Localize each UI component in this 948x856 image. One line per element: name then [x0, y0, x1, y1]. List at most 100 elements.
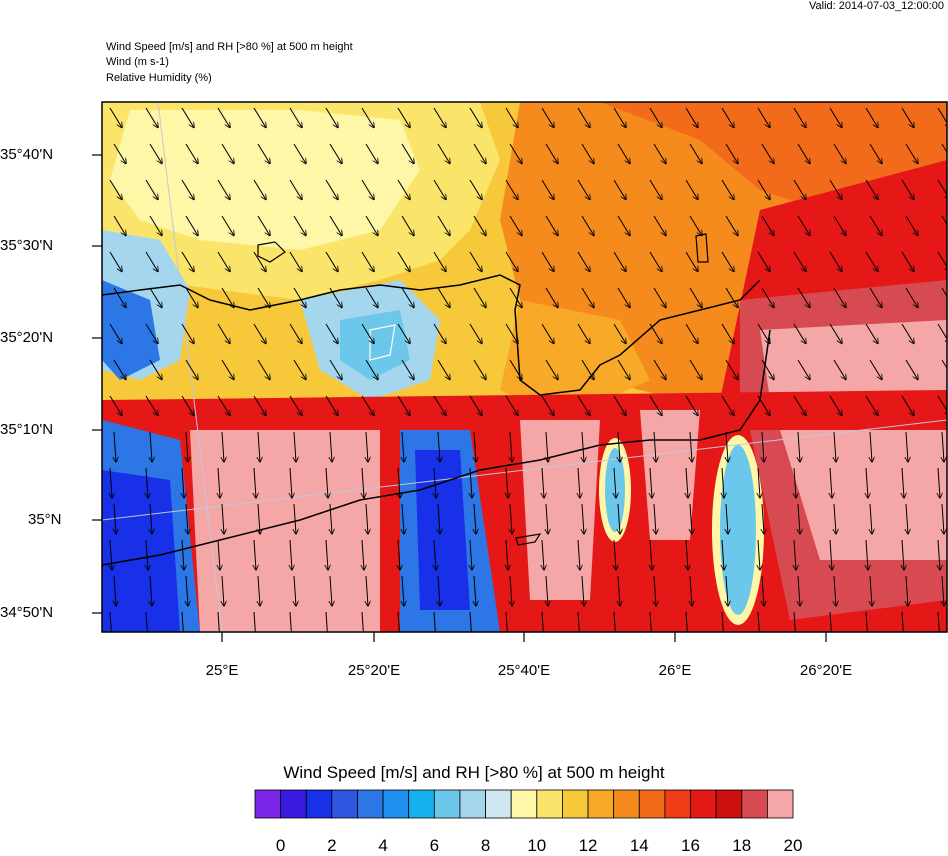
colorbar: [254, 789, 794, 819]
wind-arrow: [690, 503, 692, 534]
wind-arrow: [758, 539, 760, 570]
plot-title-line-1: Wind Speed [m/s] and RH [>80 %] at 500 m…: [106, 41, 353, 53]
wind-arrow: [725, 287, 738, 308]
wind-arrow: [294, 431, 296, 462]
wind-arrow: [869, 215, 882, 236]
field-darkblue-sw: [102, 470, 180, 632]
colorbar-swatch: [510, 789, 538, 819]
wind-arrow: [618, 503, 620, 534]
colorbar-swatch: [408, 789, 435, 819]
wind-arrow: [365, 287, 378, 308]
wind-arrow: [401, 215, 414, 236]
wind-arrow: [793, 611, 796, 632]
wind-arrow: [793, 395, 806, 416]
wind-arrow: [649, 179, 662, 200]
wind-arrow: [618, 575, 620, 606]
wind-arrow: [798, 431, 800, 462]
wind-arrow: [438, 431, 440, 462]
wind-arrow: [510, 503, 512, 534]
wind-arrow: [865, 323, 878, 344]
colorbar-swatch: [613, 789, 640, 819]
colorbar-swatch: [485, 789, 512, 819]
wind-arrow: [798, 575, 800, 606]
wind-arrow: [218, 539, 220, 570]
wind-arrow: [541, 251, 554, 272]
wind-arrow: [185, 215, 198, 236]
island-south: [515, 533, 542, 546]
wind-arrow: [469, 395, 482, 416]
colorbar-swatch: [690, 789, 717, 819]
colorbar-tick-label: 2: [327, 836, 337, 855]
wind-arrow: [685, 611, 688, 632]
wind-arrow: [829, 395, 842, 416]
wind-arrow: [397, 179, 410, 200]
wind-arrow: [901, 251, 914, 272]
field-blue-west: [102, 280, 160, 380]
wind-arrow: [289, 179, 302, 200]
field-lightyellow-north: [110, 110, 420, 250]
wind-arrow: [757, 251, 770, 272]
wind-arrow: [721, 107, 734, 128]
wind-arrow: [834, 503, 836, 534]
wind-arrow: [293, 359, 306, 380]
wind-arrow: [366, 431, 368, 462]
wind-arrow: [114, 431, 116, 462]
lon-label-25-40: 25°40'E: [497, 662, 551, 679]
wind-arrow: [901, 323, 914, 344]
lat-label-35-40: 35°40'N: [0, 146, 54, 163]
wind-arrow: [833, 287, 846, 308]
wind-arrow: [865, 179, 878, 200]
wind-arrow: [577, 611, 580, 632]
wind-arrow: [869, 143, 882, 164]
wind-arrow: [186, 503, 188, 534]
wind-arrow: [869, 287, 882, 308]
wind-arrow: [293, 143, 306, 164]
wind-arrow: [797, 359, 810, 380]
wind-arrow: [257, 143, 270, 164]
wind-arrow: [653, 143, 666, 164]
wind-arrow: [217, 107, 230, 128]
wind-arrow: [149, 287, 162, 308]
wind-arrow: [505, 395, 518, 416]
wind-arrow: [181, 611, 184, 632]
wind-arrow: [653, 215, 666, 236]
wind-arrow: [437, 143, 450, 164]
plot-title-line-2: Wind (m s-1): [106, 56, 169, 68]
wind-arrow: [258, 431, 260, 462]
wind-arrow: [254, 539, 256, 570]
wind-arrow: [649, 611, 652, 632]
wind-arrow: [253, 395, 266, 416]
wind-arrow: [545, 359, 558, 380]
wind-arrow: [253, 251, 266, 272]
wind-arrow: [222, 575, 224, 606]
wind-arrow: [290, 467, 292, 498]
wind-arrow: [398, 539, 400, 570]
wind-arrow: [293, 215, 306, 236]
colorbar-swatch: [715, 789, 743, 819]
wind-arrow: [361, 323, 374, 344]
wind-arrow: [434, 539, 436, 570]
wind-arrow: [941, 287, 947, 298]
wind-arrow: [757, 323, 770, 344]
wind-arrow: [217, 611, 220, 632]
wind-arrow: [865, 251, 878, 272]
wind-arrow: [650, 467, 652, 498]
wind-arrow: [510, 575, 512, 606]
wind-arrow: [182, 539, 184, 570]
wind-arrow: [149, 215, 162, 236]
wind-arrow: [217, 323, 230, 344]
wind-arrow: [438, 575, 440, 606]
wind-arrow: [581, 359, 594, 380]
wind-arrow: [506, 539, 508, 570]
wind-arrow: [437, 287, 450, 308]
wind-arrow: [721, 251, 734, 272]
wind-arrow: [181, 395, 194, 416]
wind-arrow: [217, 179, 230, 200]
wind-arrow: [905, 143, 918, 164]
wind-arrow: [257, 215, 270, 236]
wind-arrow: [901, 611, 904, 632]
lon-label-25-20: 25°20'E: [347, 662, 401, 679]
colorbar-tick-label: 0: [275, 836, 286, 855]
wind-arrow: [613, 395, 626, 416]
